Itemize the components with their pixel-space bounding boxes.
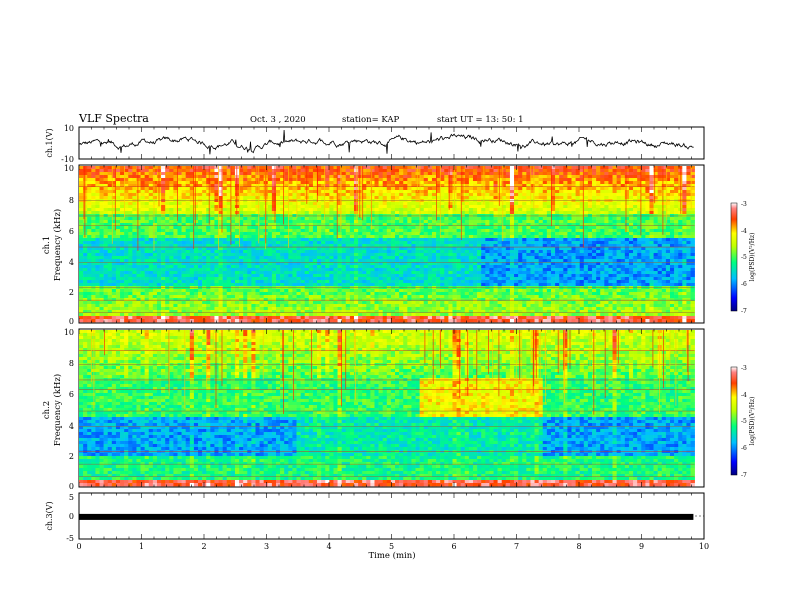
ch1-ylabel: ch.1(V) <box>45 128 54 157</box>
ch1-ytick-bottom: -10 <box>61 155 74 164</box>
ch1-ytick-top: 10 <box>64 124 74 133</box>
cbar-tick: -6 <box>741 445 747 452</box>
cbar-tick: -4 <box>741 228 747 235</box>
cbar-tick: -3 <box>741 201 747 208</box>
ch1-colorbar <box>730 202 738 312</box>
ch2-colorbar <box>730 366 738 476</box>
time-tick-label: 6 <box>451 542 456 551</box>
ch2-spec-yticks: 0 2 4 6 8 10 <box>64 328 74 491</box>
ytick: 4 <box>69 422 74 431</box>
ytick: 4 <box>69 258 74 267</box>
ch3-ytick-top: 5 <box>69 493 74 502</box>
ch3-ytick-mid: 0 <box>69 512 74 521</box>
ytick: 2 <box>69 452 74 461</box>
time-tick-label: 4 <box>326 542 331 551</box>
ch1-x-ticks <box>78 127 705 159</box>
ch1-spec-yticks: 0 2 4 6 8 10 <box>64 164 74 326</box>
ch3-waveform-trace <box>79 513 694 520</box>
ytick: 2 <box>69 288 74 297</box>
ch1-waveform-trace <box>78 129 694 155</box>
time-tick-label: 8 <box>576 542 581 551</box>
ch1-colorbar-label: log(PSD)(V²/Hz) <box>749 233 756 282</box>
station-label: station= KAP <box>342 115 400 125</box>
cbar-tick: -3 <box>741 365 747 372</box>
ch1-colorbar-ticks: -3 -4 -5 -6 -7 <box>741 201 747 315</box>
cbar-tick: -5 <box>741 418 747 425</box>
ch1-waveform-panel: 10 -10 ch.1(V) <box>45 124 705 164</box>
ch2-spec-ylabel: ch.2Frequency (kHz) <box>42 374 63 446</box>
ytick: 6 <box>69 390 74 399</box>
ytick: 8 <box>69 196 74 205</box>
ch2-spectrogram-image <box>79 330 695 487</box>
time-tick-label: 9 <box>639 542 644 551</box>
ch3-ytick-bottom: -5 <box>66 534 74 543</box>
ch1-spec-ticks <box>78 165 705 323</box>
ytick: 6 <box>69 227 74 236</box>
time-tick-label: 5 <box>389 542 394 551</box>
ch2-spec-ticks <box>78 329 705 487</box>
cbar-tick: -5 <box>741 254 747 261</box>
ch2-spectrogram-panel: 0 2 4 6 8 10 ch.2Frequency (kHz) -3 -4 -… <box>42 328 756 491</box>
ch1-spectrogram-image <box>79 166 695 323</box>
ytick: 8 <box>69 359 74 368</box>
cbar-tick: -7 <box>741 472 747 479</box>
time-tick-label: 10 <box>699 542 709 551</box>
ytick: 10 <box>64 328 74 337</box>
ytick: 0 <box>69 482 74 491</box>
time-tick-label: 2 <box>201 542 206 551</box>
time-tick-label: 1 <box>139 542 144 551</box>
figure-title: VLF Spectra <box>78 112 149 125</box>
ytick: 0 <box>69 317 74 326</box>
time-tick-label: 0 <box>76 542 81 551</box>
ch3-waveform-panel: 5 0 -5 ch.3(V) 0 1 2 3 4 5 6 7 8 9 10 Time (min) <box>45 492 709 561</box>
cbar-tick: -4 <box>741 392 747 399</box>
time-tick-label: 7 <box>514 542 519 551</box>
cbar-tick: -7 <box>741 308 747 315</box>
ch1-spec-ylabel: ch.1Frequency (kHz) <box>42 209 63 281</box>
cbar-tick: -6 <box>741 281 747 288</box>
start-time-label: start UT = 13: 50: 1 <box>437 115 524 125</box>
date-label: Oct. 3 , 2020 <box>250 115 306 125</box>
ch3-x-ticks <box>78 493 705 539</box>
ch3-ylabel: ch.3(V) <box>45 501 54 530</box>
ch2-colorbar-label: log(PSD)(V²/Hz) <box>749 397 756 446</box>
time-axis-labels: 0 1 2 3 4 5 6 7 8 9 10 <box>76 542 709 551</box>
ch2-colorbar-ticks: -3 -4 -5 -6 -7 <box>741 365 747 479</box>
ytick: 10 <box>64 164 74 173</box>
time-axis-title: Time (min) <box>368 550 415 561</box>
time-tick-label: 3 <box>264 542 269 551</box>
ch1-spectrogram-panel: 0 2 4 6 8 10 ch.1Frequency (kHz) -3 -4 -… <box>42 164 756 326</box>
